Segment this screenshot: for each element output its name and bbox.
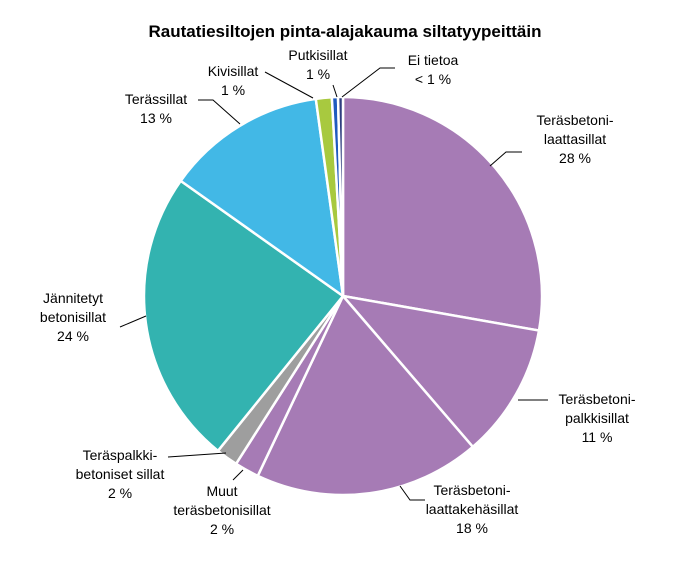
slice-label-line: 11 % <box>582 429 613 445</box>
leader-line-9 <box>341 67 395 98</box>
slice-label-1: Teräsbetoni-palkkisillat 11 % <box>558 391 635 445</box>
slice-label-line: Terässillat <box>125 91 187 107</box>
slice-label-line: 1 % <box>221 82 245 98</box>
slice-label-line: Teräsbetoni- <box>433 482 510 498</box>
leader-line-7 <box>264 71 314 99</box>
chart-title: Rautatiesiltojen pinta-alajakauma siltat… <box>148 22 541 41</box>
slice-label-line: Kivisillat <box>208 63 259 79</box>
slice-label-line: Muut <box>206 483 237 499</box>
slice-label-line: Teräsbetoni- <box>558 391 635 407</box>
slice-label-line: Jännitetyt <box>43 290 103 306</box>
slice-label-2: Teräsbetoni-laattakehäsillat 18 % <box>426 482 519 536</box>
leader-line-4 <box>167 452 227 458</box>
slice-label-line: 13 % <box>140 110 172 126</box>
slice-label-5: Jännitetyt betonisillat 24 % <box>40 290 106 344</box>
slice-label-line: 2 % <box>108 485 132 501</box>
slice-label-6: Terässillat 13 % <box>125 91 187 126</box>
slice-label-line: 28 % <box>559 150 591 166</box>
slice-label-line: laattasillat <box>544 131 606 147</box>
leader-line-8 <box>332 84 338 98</box>
slice-label-8: Putkisillat 1 % <box>288 47 347 82</box>
slice-label-0: Teräsbetoni-laattasillat 28 % <box>536 112 613 166</box>
slice-label-line: Putkisillat <box>288 47 347 63</box>
leader-line-6 <box>198 99 241 125</box>
pie-slice-9 <box>336 95 345 297</box>
pie-slice-2 <box>256 293 475 497</box>
slice-label-7: Kivisillat 1 % <box>208 63 259 98</box>
leader-line-0 <box>489 151 522 167</box>
slice-label-line: 18 % <box>456 520 488 536</box>
slice-label-line: laattakehäsillat <box>426 501 519 517</box>
slice-label-line: betonisillat <box>40 309 106 325</box>
slice-label-line: 2 % <box>210 521 234 537</box>
slice-label-line: Teräsbetoni- <box>536 112 613 128</box>
leader-lines <box>119 67 548 501</box>
pie-slice-5 <box>142 179 345 453</box>
slice-label-line: betoniset sillat <box>76 466 165 482</box>
slice-label-line: 24 % <box>57 328 89 344</box>
slice-label-line: Teräspalkki- <box>83 447 158 463</box>
leader-line-2 <box>399 485 425 501</box>
slice-label-9: Ei tietoa < 1 % <box>408 52 459 87</box>
pie-slice-6 <box>178 97 345 299</box>
slice-label-3: Muut teräsbetonisillat 2 % <box>173 483 270 537</box>
leader-line-3 <box>232 469 244 481</box>
slice-label-line: 1 % <box>306 66 330 82</box>
pie-slices <box>142 95 544 497</box>
slice-label-line: Ei tietoa <box>408 52 459 68</box>
slice-label-line: palkkisillat <box>565 410 629 426</box>
slice-label-line: teräsbetonisillat <box>173 502 270 518</box>
slice-label-4: Teräspalkki-betoniset sillat 2 % <box>76 447 165 501</box>
slice-label-line: < 1 % <box>415 71 451 87</box>
leader-line-5 <box>119 315 147 328</box>
pie-slice-0 <box>341 95 544 333</box>
pie-slice-1 <box>339 294 541 449</box>
slice-labels: Teräsbetoni-laattasillat 28 %Teräsbetoni-… <box>40 47 636 537</box>
